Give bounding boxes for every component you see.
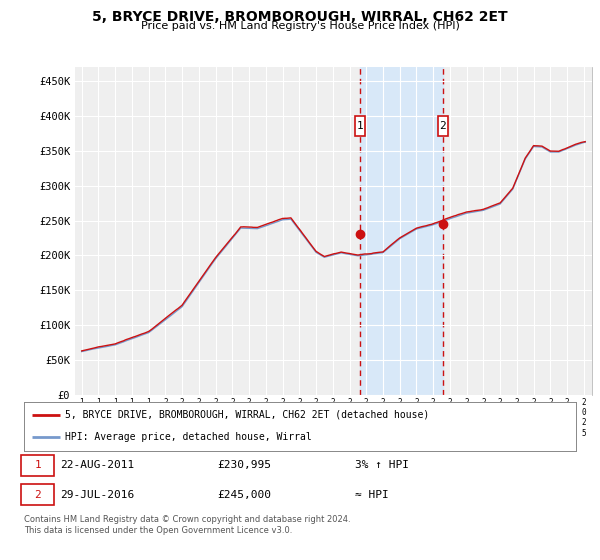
Bar bbox=[360, 67, 443, 395]
Text: 22-AUG-2011: 22-AUG-2011 bbox=[60, 460, 134, 470]
FancyBboxPatch shape bbox=[355, 116, 365, 136]
Text: £245,000: £245,000 bbox=[217, 490, 271, 500]
Text: £230,995: £230,995 bbox=[217, 460, 271, 470]
Text: 5, BRYCE DRIVE, BROMBOROUGH, WIRRAL, CH62 2ET: 5, BRYCE DRIVE, BROMBOROUGH, WIRRAL, CH6… bbox=[92, 10, 508, 24]
Text: HPI: Average price, detached house, Wirral: HPI: Average price, detached house, Wirr… bbox=[65, 432, 312, 442]
Text: Contains HM Land Registry data © Crown copyright and database right 2024.
This d: Contains HM Land Registry data © Crown c… bbox=[24, 515, 350, 535]
Text: 2: 2 bbox=[440, 121, 446, 131]
FancyBboxPatch shape bbox=[21, 484, 55, 505]
FancyBboxPatch shape bbox=[21, 455, 55, 476]
Text: 3% ↑ HPI: 3% ↑ HPI bbox=[355, 460, 409, 470]
Text: 1: 1 bbox=[357, 121, 364, 131]
FancyBboxPatch shape bbox=[438, 116, 448, 136]
Text: ≈ HPI: ≈ HPI bbox=[355, 490, 389, 500]
Text: 29-JUL-2016: 29-JUL-2016 bbox=[60, 490, 134, 500]
Text: 2: 2 bbox=[34, 490, 41, 500]
Text: 5, BRYCE DRIVE, BROMBOROUGH, WIRRAL, CH62 2ET (detached house): 5, BRYCE DRIVE, BROMBOROUGH, WIRRAL, CH6… bbox=[65, 410, 430, 420]
Text: Price paid vs. HM Land Registry's House Price Index (HPI): Price paid vs. HM Land Registry's House … bbox=[140, 21, 460, 31]
Text: 1: 1 bbox=[34, 460, 41, 470]
